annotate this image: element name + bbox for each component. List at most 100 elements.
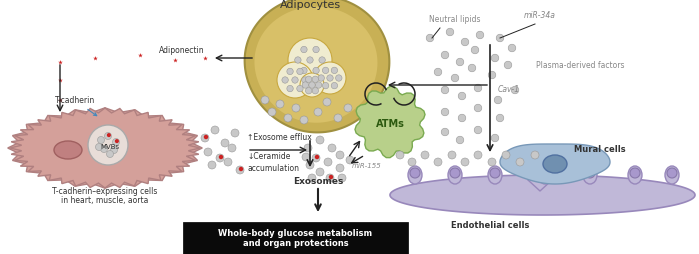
Ellipse shape xyxy=(543,155,567,173)
Circle shape xyxy=(301,46,307,53)
Circle shape xyxy=(468,64,476,72)
Circle shape xyxy=(295,57,301,63)
Circle shape xyxy=(282,77,288,83)
Circle shape xyxy=(494,96,502,104)
Circle shape xyxy=(113,138,120,146)
Circle shape xyxy=(301,67,307,74)
Circle shape xyxy=(491,134,499,142)
Circle shape xyxy=(309,82,315,88)
Circle shape xyxy=(459,114,466,122)
Circle shape xyxy=(426,34,434,42)
Circle shape xyxy=(110,147,117,153)
Text: T-cadherin: T-cadherin xyxy=(55,96,96,116)
Polygon shape xyxy=(500,144,610,184)
Circle shape xyxy=(488,71,496,79)
Circle shape xyxy=(441,128,449,136)
Circle shape xyxy=(434,158,442,166)
Circle shape xyxy=(313,67,319,74)
Circle shape xyxy=(240,167,243,170)
Text: Endothelial cells: Endothelial cells xyxy=(451,221,529,230)
Text: Cav-1: Cav-1 xyxy=(498,85,520,94)
Circle shape xyxy=(316,136,324,144)
Ellipse shape xyxy=(667,168,677,178)
Circle shape xyxy=(115,140,118,142)
Ellipse shape xyxy=(665,166,679,184)
Circle shape xyxy=(326,174,334,182)
Text: Neutral lipids: Neutral lipids xyxy=(429,15,481,24)
Circle shape xyxy=(316,168,324,176)
Circle shape xyxy=(308,174,316,182)
Circle shape xyxy=(315,155,319,158)
Circle shape xyxy=(516,158,524,166)
Circle shape xyxy=(474,84,482,92)
Circle shape xyxy=(476,31,484,39)
Circle shape xyxy=(315,82,322,88)
Circle shape xyxy=(302,77,308,83)
Circle shape xyxy=(456,136,464,144)
Circle shape xyxy=(421,151,429,159)
Circle shape xyxy=(446,28,454,36)
Circle shape xyxy=(261,96,269,104)
Circle shape xyxy=(219,155,222,158)
Text: ATMs: ATMs xyxy=(375,119,405,129)
Circle shape xyxy=(323,98,331,106)
Circle shape xyxy=(331,67,338,74)
Circle shape xyxy=(306,161,314,169)
Circle shape xyxy=(344,104,352,112)
Circle shape xyxy=(297,68,303,75)
Ellipse shape xyxy=(54,141,82,159)
Circle shape xyxy=(297,85,303,92)
Ellipse shape xyxy=(583,166,597,184)
Circle shape xyxy=(451,74,459,82)
Circle shape xyxy=(291,77,298,83)
Ellipse shape xyxy=(540,168,550,178)
Circle shape xyxy=(300,73,324,97)
Circle shape xyxy=(108,134,110,136)
Polygon shape xyxy=(390,175,695,215)
Circle shape xyxy=(216,154,224,162)
Text: miR-155: miR-155 xyxy=(352,163,382,169)
Circle shape xyxy=(319,57,325,63)
Circle shape xyxy=(496,34,504,42)
Text: and organ protections: and organ protections xyxy=(243,240,348,248)
Circle shape xyxy=(287,68,294,75)
Circle shape xyxy=(491,54,499,62)
Ellipse shape xyxy=(585,168,595,178)
Circle shape xyxy=(101,146,108,152)
Circle shape xyxy=(221,139,229,147)
Circle shape xyxy=(504,61,512,69)
Circle shape xyxy=(205,135,208,138)
Polygon shape xyxy=(254,7,377,123)
Circle shape xyxy=(104,133,112,139)
Circle shape xyxy=(327,75,333,81)
Circle shape xyxy=(292,104,300,112)
Text: ↑Exosome efflux: ↑Exosome efflux xyxy=(247,134,312,142)
Ellipse shape xyxy=(408,166,422,184)
Circle shape xyxy=(322,82,329,89)
Text: Mural cells: Mural cells xyxy=(574,145,626,154)
Circle shape xyxy=(448,151,456,159)
Ellipse shape xyxy=(630,168,640,178)
Circle shape xyxy=(224,158,232,166)
Circle shape xyxy=(441,51,449,59)
Circle shape xyxy=(474,126,482,134)
Circle shape xyxy=(312,88,319,94)
Circle shape xyxy=(313,46,319,53)
Circle shape xyxy=(328,144,336,152)
Circle shape xyxy=(322,67,329,74)
Polygon shape xyxy=(10,108,200,188)
Circle shape xyxy=(531,151,539,159)
Circle shape xyxy=(336,164,344,172)
Ellipse shape xyxy=(538,166,552,184)
Text: Whole-body glucose metabolism: Whole-body glucose metabolism xyxy=(218,230,373,239)
Circle shape xyxy=(302,153,310,161)
Circle shape xyxy=(434,68,442,76)
Circle shape xyxy=(511,86,519,94)
Circle shape xyxy=(284,114,292,122)
Circle shape xyxy=(268,108,276,116)
Circle shape xyxy=(474,104,482,112)
Circle shape xyxy=(288,38,332,82)
Circle shape xyxy=(441,86,449,94)
Circle shape xyxy=(88,125,128,165)
Circle shape xyxy=(318,75,324,81)
